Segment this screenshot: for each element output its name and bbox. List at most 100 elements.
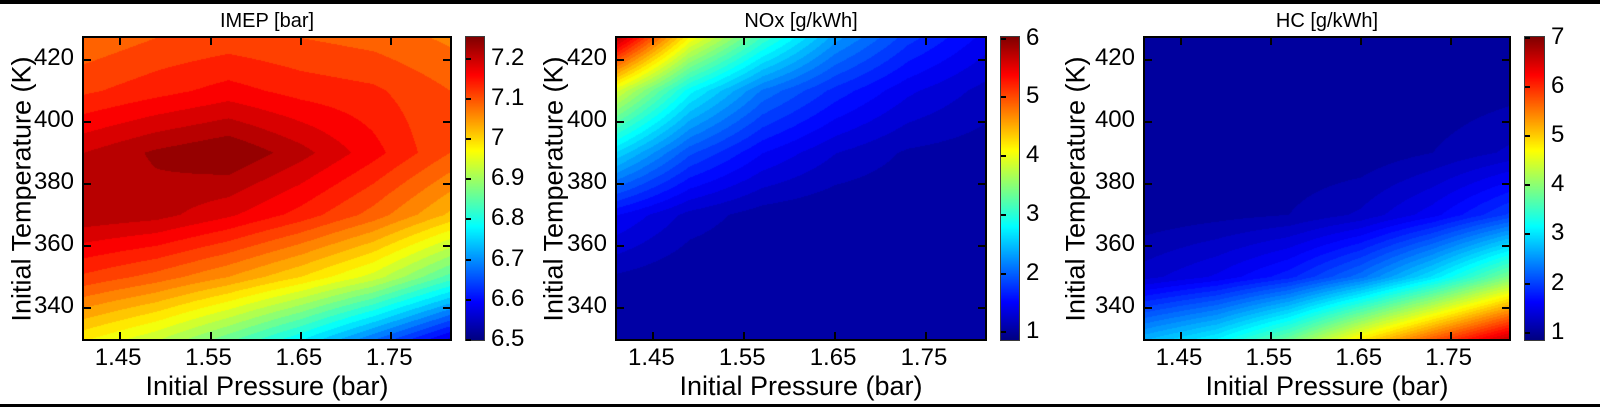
y-tick-mark (84, 120, 91, 123)
x-tick-label: 1.55 (718, 344, 766, 371)
y-tick-label: 420 (1094, 43, 1135, 71)
x-tick-mark (390, 332, 393, 339)
colorbar-tick-mark (1001, 155, 1006, 157)
y-tick-mark (443, 120, 450, 123)
y-tick-label: 340 (1094, 291, 1135, 319)
y-tick-label: 360 (566, 229, 607, 257)
y-tick-mark (84, 244, 91, 247)
x-tick-mark (1179, 38, 1182, 45)
colorbar-tick-label: 3 (1026, 199, 1040, 227)
x-axis-label: Initial Pressure (bar) (679, 371, 923, 401)
y-tick-label: 380 (566, 167, 607, 195)
y-tick-mark (617, 58, 624, 61)
colorbar-nox (1000, 36, 1020, 341)
heatmap-plot-nox (615, 36, 987, 341)
y-tick-mark (84, 182, 91, 185)
x-tick-mark (1449, 38, 1452, 45)
x-tick-label: 1.45 (627, 344, 675, 371)
y-tick-mark (617, 182, 624, 185)
colorbar-tick-mark (466, 138, 471, 140)
colorbar-tick-mark (1525, 37, 1530, 39)
y-tick-label: 380 (33, 167, 74, 195)
x-tick-label: 1.75 (1425, 344, 1472, 371)
colorbar-tick-label: 4 (1551, 170, 1565, 198)
heatmap-plot-imep (82, 36, 452, 341)
colorbar-tick-mark (466, 218, 471, 220)
x-tick-label: 1.45 (94, 344, 142, 371)
x-tick-label: 1.75 (900, 344, 948, 371)
colorbar-tick-mark (1525, 86, 1530, 88)
y-tick-label: 420 (566, 43, 607, 71)
y-tick-mark (1145, 182, 1152, 185)
x-tick-mark (924, 332, 927, 339)
y-tick-mark (978, 182, 985, 185)
hc-colorbar-canvas (1525, 37, 1544, 340)
nox-colorbar-canvas (1001, 37, 1019, 340)
top-border-bar (0, 0, 1600, 4)
x-tick-mark (1269, 38, 1272, 45)
colorbar-tick-mark (466, 58, 471, 60)
y-tick-mark (978, 306, 985, 309)
imep-heatmap-canvas (84, 38, 450, 339)
colorbar-tick-mark (466, 339, 471, 341)
colorbar-tick-label: 2 (1551, 268, 1565, 296)
x-tick-label: 1.45 (1155, 344, 1203, 371)
x-tick-label: 1.55 (1245, 344, 1293, 371)
y-tick-label: 400 (566, 105, 607, 133)
y-tick-label: 380 (1094, 167, 1135, 195)
y-tick-mark (443, 244, 450, 247)
y-tick-mark (1145, 58, 1152, 61)
x-tick-mark (390, 38, 393, 45)
x-tick-mark (1359, 332, 1362, 339)
x-axis-label: Initial Pressure (bar) (145, 371, 389, 401)
colorbar-tick-label: 2 (1026, 258, 1040, 286)
colorbar-tick-label: 5 (1026, 82, 1040, 110)
hc-heatmap-canvas (1145, 38, 1509, 339)
y-tick-label: 400 (1094, 105, 1135, 133)
x-tick-mark (743, 332, 746, 339)
y-tick-label: 360 (33, 229, 74, 257)
x-tick-mark (119, 38, 122, 45)
colorbar-tick-label: 7.2 (491, 43, 525, 71)
colorbar-tick-label: 7 (491, 124, 505, 152)
colorbar-tick-label: 6 (1026, 23, 1040, 51)
y-tick-mark (978, 58, 985, 61)
x-tick-label: 1.75 (365, 344, 413, 371)
x-tick-mark (209, 332, 212, 339)
x-tick-label: 1.65 (275, 344, 323, 371)
y-tick-mark (1502, 306, 1509, 309)
x-tick-label: 1.65 (1335, 344, 1383, 371)
colorbar-tick-label: 6.8 (491, 204, 525, 232)
y-tick-mark (84, 306, 91, 309)
y-tick-mark (1145, 120, 1152, 123)
y-tick-label: 340 (566, 291, 607, 319)
colorbar-tick-mark (466, 98, 471, 100)
x-tick-mark (299, 332, 302, 339)
x-tick-mark (924, 38, 927, 45)
colorbar-tick-mark (1525, 233, 1530, 235)
imep-colorbar-canvas (466, 37, 484, 340)
y-tick-mark (1502, 244, 1509, 247)
y-tick-mark (443, 306, 450, 309)
chart-title-imep: IMEP [bar] (219, 10, 315, 32)
colorbar-tick-label: 6.7 (491, 244, 525, 272)
colorbar-tick-mark (466, 259, 471, 261)
x-tick-mark (1269, 332, 1272, 339)
colorbar-tick-mark (1525, 135, 1530, 137)
x-tick-mark (1359, 38, 1362, 45)
y-tick-mark (1145, 244, 1152, 247)
colorbar-tick-mark (466, 178, 471, 180)
y-tick-mark (443, 58, 450, 61)
x-tick-mark (834, 332, 837, 339)
y-tick-mark (978, 244, 985, 247)
colorbar-tick-mark (1525, 184, 1530, 186)
colorbar-tick-label: 4 (1026, 141, 1040, 169)
colorbar-tick-label: 7.1 (491, 83, 525, 111)
colorbar-tick-mark (1525, 283, 1530, 285)
y-tick-mark (443, 182, 450, 185)
colorbar-tick-label: 6.9 (491, 164, 525, 192)
y-tick-label: 420 (33, 43, 74, 71)
x-tick-mark (652, 332, 655, 339)
